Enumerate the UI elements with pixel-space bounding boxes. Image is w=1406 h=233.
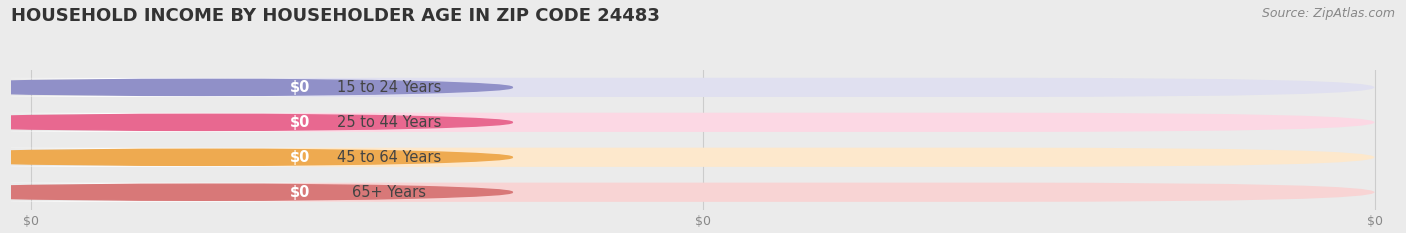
Circle shape xyxy=(0,114,512,130)
Text: 15 to 24 Years: 15 to 24 Years xyxy=(337,80,441,95)
Text: HOUSEHOLD INCOME BY HOUSEHOLDER AGE IN ZIP CODE 24483: HOUSEHOLD INCOME BY HOUSEHOLDER AGE IN Z… xyxy=(11,7,661,25)
Text: $0: $0 xyxy=(290,115,311,130)
FancyBboxPatch shape xyxy=(31,148,1375,167)
Circle shape xyxy=(0,184,512,200)
FancyBboxPatch shape xyxy=(0,148,388,167)
Text: $0: $0 xyxy=(290,80,311,95)
FancyBboxPatch shape xyxy=(0,183,388,202)
FancyBboxPatch shape xyxy=(31,78,1375,97)
Text: $0: $0 xyxy=(290,150,311,165)
Text: Source: ZipAtlas.com: Source: ZipAtlas.com xyxy=(1261,7,1395,20)
Text: 45 to 64 Years: 45 to 64 Years xyxy=(337,150,441,165)
Circle shape xyxy=(0,79,512,96)
Text: 25 to 44 Years: 25 to 44 Years xyxy=(337,115,441,130)
FancyBboxPatch shape xyxy=(31,113,1375,132)
Text: $0: $0 xyxy=(290,185,311,200)
FancyBboxPatch shape xyxy=(0,113,388,132)
Text: 65+ Years: 65+ Years xyxy=(353,185,426,200)
FancyBboxPatch shape xyxy=(0,78,388,97)
Circle shape xyxy=(0,149,512,165)
FancyBboxPatch shape xyxy=(31,183,1375,202)
